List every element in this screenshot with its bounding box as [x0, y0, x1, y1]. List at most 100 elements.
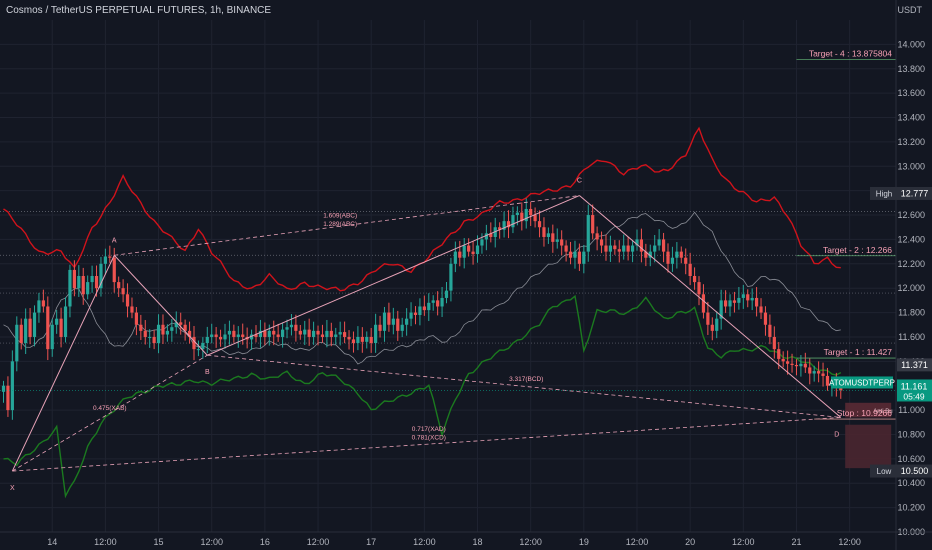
candle	[502, 211, 506, 238]
candle-body	[387, 312, 391, 325]
candle-body	[55, 318, 59, 325]
candle-body	[666, 251, 670, 264]
candle	[803, 352, 807, 373]
candle	[325, 319, 329, 348]
high-value-tag: 12.777	[897, 186, 932, 200]
candle-body	[298, 330, 302, 335]
high-label-name: High	[876, 189, 892, 198]
high-value-tag-bg	[897, 186, 932, 200]
candle	[55, 309, 59, 334]
candle-body	[316, 330, 320, 335]
x-tick-label: 12:00	[94, 537, 117, 547]
candle-body	[201, 343, 205, 350]
candle	[772, 326, 776, 359]
candle	[480, 233, 484, 254]
candle	[374, 313, 378, 353]
candle	[192, 325, 196, 361]
candle	[289, 314, 294, 336]
candle-body	[781, 358, 785, 362]
pattern-point-label: C	[577, 178, 582, 185]
candle	[661, 232, 666, 263]
candle	[794, 359, 799, 376]
candle	[241, 323, 245, 345]
candle	[520, 202, 524, 231]
candle-body	[117, 282, 121, 289]
candle-body	[453, 251, 457, 264]
candle-body	[254, 334, 258, 337]
candle	[1, 380, 6, 403]
candle-body	[635, 239, 639, 246]
candle	[586, 204, 590, 262]
candle-body	[537, 221, 542, 228]
candle	[759, 298, 763, 319]
candle	[223, 323, 227, 349]
candle	[573, 240, 577, 269]
candle	[356, 326, 360, 351]
x-tick-label: 15	[154, 537, 164, 547]
candle-body	[41, 300, 45, 307]
candle-body	[436, 300, 440, 307]
candle	[533, 207, 537, 228]
candle-body	[573, 251, 577, 258]
x-tick-label: 17	[366, 537, 376, 547]
candle	[812, 365, 816, 382]
candle	[790, 353, 794, 373]
y-tick-label: 11.800	[898, 308, 925, 318]
low-label-name: Low	[877, 467, 892, 476]
candle	[272, 320, 276, 346]
candle-body	[475, 245, 480, 255]
candle	[564, 240, 568, 262]
candle	[568, 241, 573, 265]
candle-body	[405, 318, 409, 325]
candle	[165, 324, 170, 342]
candle-body	[382, 312, 387, 331]
candle	[152, 330, 156, 350]
candle	[666, 243, 670, 273]
x-tick-label: 12:00	[838, 537, 861, 547]
y-tick-label: 10.600	[897, 454, 925, 464]
candle	[675, 242, 679, 269]
candle-body	[755, 297, 759, 307]
candle	[728, 294, 732, 317]
candle-body	[72, 269, 76, 289]
candle	[692, 267, 697, 290]
candle	[560, 230, 564, 256]
candle	[613, 240, 617, 255]
candle-body	[737, 297, 741, 303]
y-tick-label: 10.800	[897, 429, 925, 439]
candle-body	[400, 324, 404, 331]
y-tick-label: 13.600	[897, 88, 925, 98]
candle	[431, 295, 435, 311]
pattern-ratio-ac	[114, 195, 580, 256]
x-tick-label: 12:00	[413, 537, 436, 547]
candle	[41, 289, 45, 313]
candle-body	[218, 336, 223, 340]
candle-body	[1, 385, 6, 392]
candle-body	[130, 306, 134, 313]
candle	[799, 355, 803, 377]
candle-body	[320, 334, 325, 337]
pattern-ratio-label: 0.717(XAD)	[412, 426, 446, 433]
candle	[391, 307, 395, 335]
candle-body	[413, 312, 418, 316]
y-tick-label: 12.400	[897, 234, 925, 244]
candle	[139, 314, 143, 341]
grid	[0, 20, 896, 533]
candle-body	[143, 330, 147, 337]
candle-body	[772, 336, 776, 350]
candle-body	[267, 330, 271, 337]
pattern-leg-ab	[113, 254, 208, 356]
candle	[604, 234, 608, 261]
candle	[46, 296, 50, 361]
candle-body	[555, 239, 559, 242]
candle	[458, 240, 462, 267]
candle-body	[440, 297, 444, 307]
candle-body	[183, 324, 187, 331]
candle-body	[86, 282, 90, 295]
x-tick-label: 16	[260, 537, 270, 547]
candle-body	[506, 221, 511, 228]
candle	[732, 291, 737, 313]
last-price-text: 11.161	[901, 381, 928, 391]
candle-body	[351, 339, 356, 344]
